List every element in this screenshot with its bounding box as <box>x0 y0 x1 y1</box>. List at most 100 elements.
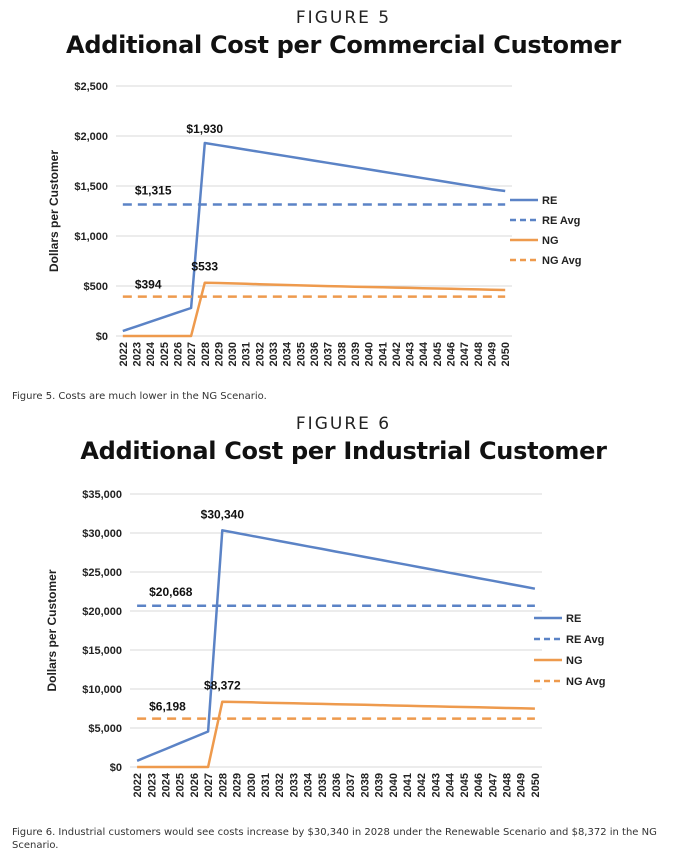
figure-5-caption: Figure 5. Costs are much lower in the NG… <box>12 391 267 402</box>
x-tick-label: 2024 <box>161 772 173 797</box>
x-tick-label: 2025 <box>175 773 187 797</box>
y-axis-label: Dollars per Customer <box>47 150 61 272</box>
legend-re-avg-label: RE Avg <box>542 215 580 227</box>
x-tick-label: 2022 <box>132 773 144 797</box>
y-tick-label: $10,000 <box>82 684 122 696</box>
x-tick-label: 2047 <box>487 773 499 797</box>
x-tick-label: 2049 <box>516 773 528 797</box>
x-tick-label: 2042 <box>416 773 428 797</box>
figure-5-label: FIGURE 5 <box>295 8 392 28</box>
legend-re-avg-label: RE Avg <box>566 634 604 646</box>
figure-6-title: Additional Cost per Industrial Customer <box>80 437 607 465</box>
x-tick-label: 2036 <box>331 773 343 797</box>
data-annotation: $533 <box>191 260 218 274</box>
figure-6-label: FIGURE 6 <box>295 414 392 434</box>
series-ng-line <box>137 700 535 769</box>
x-tick-label: 2050 <box>530 773 542 797</box>
y-tick-label: $1,000 <box>74 231 108 243</box>
series-re-line <box>122 141 506 333</box>
series-re-line <box>136 529 536 762</box>
figure-6-caption: Figure 6. Industrial customers would see… <box>12 827 657 851</box>
x-tick-label: 2033 <box>268 342 280 366</box>
y-tick-label: $2,500 <box>74 81 108 93</box>
x-tick-label: 2026 <box>172 342 184 366</box>
data-annotation: $30,340 <box>201 507 245 521</box>
x-tick-label: 2040 <box>388 773 400 797</box>
data-annotation: $1,930 <box>186 122 223 136</box>
data-annotation: $20,668 <box>149 585 193 599</box>
data-annotation: $6,198 <box>149 700 186 714</box>
data-annotation: $8,372 <box>204 679 241 693</box>
x-tick-label: 2030 <box>246 773 258 797</box>
y-tick-label: $500 <box>84 281 108 293</box>
x-tick-label: 2035 <box>317 773 329 797</box>
x-tick-label: 2048 <box>501 773 513 797</box>
x-tick-label: 2027 <box>186 342 198 366</box>
x-tick-label: 2024 <box>145 341 157 366</box>
x-tick-label: 2035 <box>295 342 307 366</box>
x-tick-label: 2046 <box>446 342 458 366</box>
y-tick-label: $35,000 <box>82 489 122 501</box>
y-tick-label: $15,000 <box>82 645 122 657</box>
x-tick-label: 2030 <box>227 342 239 366</box>
y-tick-label: $5,000 <box>88 723 122 735</box>
x-tick-label: 2029 <box>232 773 244 797</box>
x-tick-label: 2043 <box>405 342 417 366</box>
x-tick-label: 2034 <box>303 772 315 797</box>
legend-ng-avg-label: NG Avg <box>542 255 582 267</box>
x-tick-label: 2045 <box>459 773 471 797</box>
figure-5-title: Additional Cost per Commercial Customer <box>66 31 621 59</box>
x-tick-label: 2044 <box>418 341 430 366</box>
x-tick-label: 2047 <box>459 342 471 366</box>
x-tick-label: 2032 <box>274 773 286 797</box>
x-tick-label: 2033 <box>288 773 300 797</box>
x-tick-label: 2026 <box>189 773 201 797</box>
x-tick-label: 2048 <box>473 342 485 366</box>
x-tick-label: 2028 <box>200 342 212 366</box>
x-tick-label: 2025 <box>159 342 171 366</box>
x-tick-label: 2039 <box>350 342 362 366</box>
x-tick-label: 2045 <box>432 342 444 366</box>
x-tick-label: 2028 <box>217 773 229 797</box>
legend-ng-label: NG <box>566 655 583 667</box>
x-tick-label: 2029 <box>213 342 225 366</box>
x-tick-label: 2040 <box>364 342 376 366</box>
y-tick-label: $30,000 <box>82 528 122 540</box>
x-tick-label: 2049 <box>487 342 499 366</box>
x-tick-label: 2043 <box>430 773 442 797</box>
y-tick-label: $2,000 <box>74 131 108 143</box>
x-tick-label: 2034 <box>282 341 294 366</box>
x-tick-label: 2041 <box>377 342 389 366</box>
x-tick-label: 2038 <box>359 773 371 797</box>
legend-re-label: RE <box>542 195 557 207</box>
legend-re-label: RE <box>566 613 581 625</box>
industrial-cost-chart: $0 $5,000 $10,000 $15,000 $20,000 $25,000 $30,… <box>45 489 606 797</box>
x-tick-label: 2039 <box>374 773 386 797</box>
x-tick-label: 2044 <box>445 772 457 797</box>
x-tick-label: 2032 <box>254 342 266 366</box>
legend-ng-avg-label: NG Avg <box>566 676 606 688</box>
series-ng-line <box>122 281 506 338</box>
y-tick-label: $0 <box>96 331 108 343</box>
x-tick-label: 2031 <box>241 342 253 366</box>
data-annotation: $1,315 <box>135 184 172 198</box>
x-tick-label: 2046 <box>473 773 485 797</box>
x-tick-label: 2031 <box>260 773 272 797</box>
x-tick-label: 2042 <box>391 342 403 366</box>
y-tick-label: $0 <box>110 762 122 774</box>
x-tick-label: 2023 <box>131 342 143 366</box>
x-tick-label: 2036 <box>309 342 321 366</box>
x-tick-label: 2023 <box>146 773 158 797</box>
x-tick-label: 2038 <box>336 342 348 366</box>
x-tick-label: 2027 <box>203 773 215 797</box>
y-tick-label: $20,000 <box>82 606 122 618</box>
x-tick-label: 2050 <box>500 342 512 366</box>
x-tick-label: 2037 <box>323 342 335 366</box>
x-tick-label: 2037 <box>345 773 357 797</box>
x-tick-label: 2041 <box>402 773 414 797</box>
y-axis-label: Dollars per Customer <box>45 569 59 691</box>
x-tick-label: 2022 <box>118 342 130 366</box>
y-tick-label: $1,500 <box>74 181 108 193</box>
y-tick-label: $25,000 <box>82 567 122 579</box>
